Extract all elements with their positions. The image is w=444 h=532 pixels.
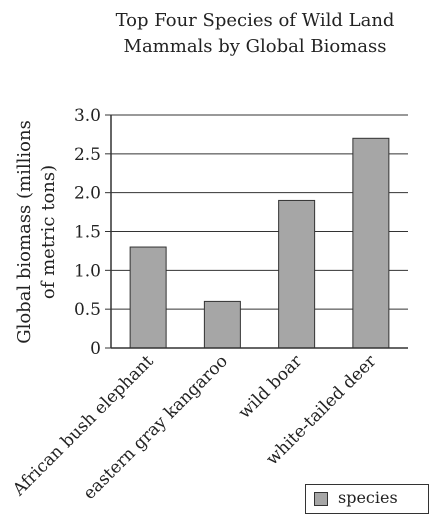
bar [129, 246, 167, 349]
legend-label-species: species [338, 488, 398, 507]
chart-title-line-2: Mammals by Global Biomass [123, 36, 387, 57]
y-axis-label-line-2: of metric tons) [38, 165, 59, 299]
y-axis-label-line-1: Global biomass (millions [14, 120, 35, 344]
y-tick-label: 2.0 [74, 184, 101, 204]
y-tick-labels: 0 0.5 1.0 1.5 2.0 2.5 3.0 [74, 106, 111, 359]
legend-swatch-species [314, 492, 328, 506]
y-tick-label: 3.0 [74, 106, 101, 126]
bar [352, 137, 390, 349]
y-tick-label: 1.5 [74, 223, 101, 243]
x-tick-label: wild boar [235, 351, 307, 423]
y-tick-label: 2.5 [74, 145, 101, 165]
x-tick-label: eastern gray kangaroo [80, 351, 232, 503]
chart-title-line-1: Top Four Species of Wild Land [115, 10, 395, 31]
bar [203, 300, 241, 349]
bars [129, 137, 390, 349]
y-tick-label: 0.5 [74, 300, 101, 320]
y-tick-label: 0 [90, 339, 101, 359]
legend: species [305, 484, 429, 514]
y-tick-label: 1.0 [74, 261, 101, 281]
x-tick-label: African bush elephant [8, 351, 157, 500]
bar [278, 199, 316, 349]
chart-title: Top Four Species of Wild Land Mammals by… [70, 8, 440, 60]
